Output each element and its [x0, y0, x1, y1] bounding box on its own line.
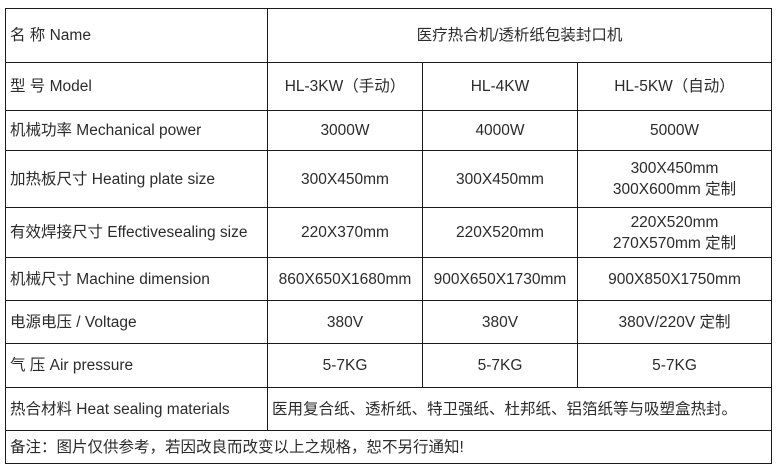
remark-text: 备注：图片仅供参考，若因改良而改变以上之规格，恕不另行通知!	[4, 430, 773, 464]
row-model: 型 号 Model HL-3KW（手动） HL-4KW HL-5KW（自动）	[5, 62, 773, 111]
dim-label: 机械尺寸 Machine dimension	[5, 257, 268, 301]
seal-value-3: 220X520mm 270X570mm 定制	[576, 207, 773, 258]
name-label: 名 称 Name	[5, 8, 268, 63]
plate-label: 加热板尺寸 Heating plate size	[5, 150, 268, 208]
spec-table: 名 称 Name 医疗热合机/透析纸包装封口机 型 号 Model HL-3KW…	[4, 8, 773, 464]
power-label: 机械功率 Mechanical power	[5, 110, 268, 151]
volt-value-3: 380V/220V 定制	[576, 300, 773, 344]
dim-value-3: 900X850X1750mm	[576, 257, 773, 301]
row-effective-sealing-size: 有效焊接尺寸 Effectivesealing size 220X370mm 2…	[5, 207, 773, 258]
row-machine-dimension: 机械尺寸 Machine dimension 860X650X1680mm 90…	[5, 257, 773, 301]
row-name: 名 称 Name 医疗热合机/透析纸包装封口机	[5, 8, 773, 63]
row-voltage: 电源电压 / Voltage 380V 380V 380V/220V 定制	[5, 300, 773, 344]
row-mechanical-power: 机械功率 Mechanical power 3000W 4000W 5000W	[5, 110, 773, 151]
seal-value-2: 220X520mm	[422, 207, 578, 258]
row-air-pressure: 气 压 Air pressure 5-7KG 5-7KG 5-7KG	[5, 343, 773, 388]
air-value-1: 5-7KG	[267, 343, 423, 388]
material-label: 热合材料 Heat sealing materials	[5, 387, 268, 431]
model-hl4kw: HL-4KW	[422, 62, 578, 111]
plate-value-1: 300X450mm	[267, 150, 423, 208]
plate-value-3: 300X450mm 300X600mm 定制	[576, 150, 773, 208]
air-value-2: 5-7KG	[422, 343, 578, 388]
material-value: 医用复合纸、透析纸、特卫强纸、杜邦纸、铝箔纸等与吸塑盒热封。	[266, 387, 773, 431]
power-value-3: 5000W	[576, 110, 773, 151]
seal-label: 有效焊接尺寸 Effectivesealing size	[5, 207, 268, 258]
name-value: 医疗热合机/透析纸包装封口机	[266, 8, 773, 63]
model-label: 型 号 Model	[5, 62, 268, 111]
air-value-3: 5-7KG	[576, 343, 773, 388]
model-hl5kw: HL-5KW（自动）	[576, 62, 773, 111]
row-heating-plate-size: 加热板尺寸 Heating plate size 300X450mm 300X4…	[5, 150, 773, 208]
model-hl3kw: HL-3KW（手动）	[267, 62, 423, 111]
plate-value-2: 300X450mm	[422, 150, 578, 208]
power-value-1: 3000W	[267, 110, 423, 151]
air-label: 气 压 Air pressure	[5, 343, 268, 388]
seal-value-1: 220X370mm	[267, 207, 423, 258]
volt-value-2: 380V	[422, 300, 578, 344]
dim-value-2: 900X650X1730mm	[422, 257, 578, 301]
power-value-2: 4000W	[422, 110, 578, 151]
row-heat-sealing-materials: 热合材料 Heat sealing materials 医用复合纸、透析纸、特卫…	[5, 387, 773, 431]
volt-label: 电源电压 / Voltage	[5, 300, 268, 344]
dim-value-1: 860X650X1680mm	[267, 257, 423, 301]
row-remark: 备注：图片仅供参考，若因改良而改变以上之规格，恕不另行通知!	[4, 430, 773, 464]
volt-value-1: 380V	[267, 300, 423, 344]
